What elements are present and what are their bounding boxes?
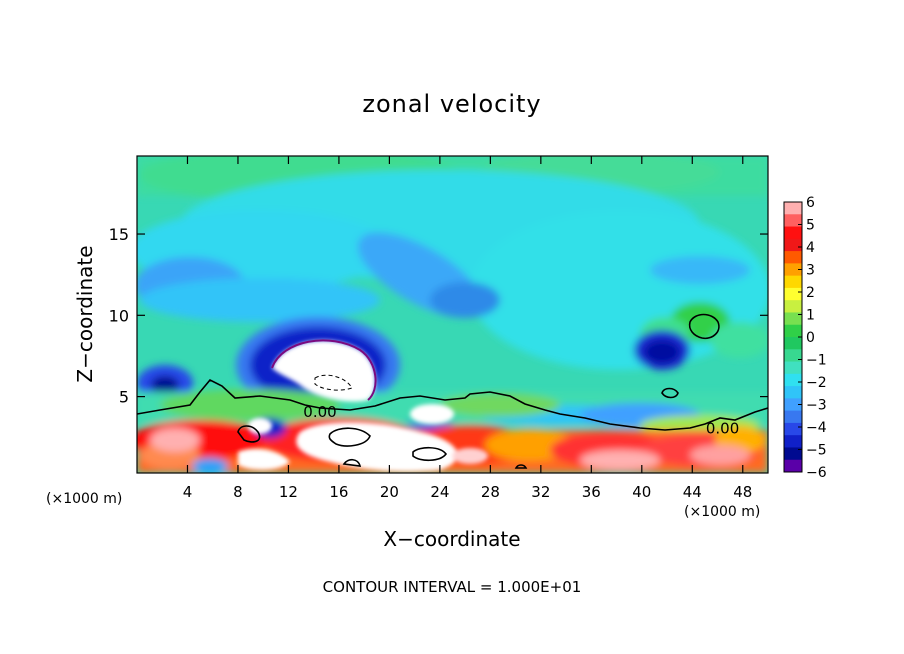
z-scale-note: (×1000 m) [684, 504, 760, 520]
colorbar-swatch [784, 275, 802, 289]
colorbar-swatch [784, 459, 802, 473]
colorbar-tick-label: −5 [806, 443, 827, 459]
contour-interval-note: CONTOUR INTERVAL = 1.000E+01 [323, 578, 582, 596]
colorbar-swatch [784, 300, 802, 313]
colorbar-tick-label: 2 [806, 285, 815, 301]
colorbar-swatch [784, 214, 802, 228]
colorbar-swatch [784, 386, 802, 399]
colorbar-swatch [784, 202, 802, 215]
colorbar-swatch [784, 422, 802, 436]
y-axis-title: Z−coordinate [73, 245, 97, 382]
x-tick-label: 20 [380, 483, 399, 501]
colorbar-swatch [784, 447, 802, 461]
x-tick-label: 36 [582, 483, 601, 501]
x-axis-title: X−coordinate [383, 527, 520, 551]
colorbar-swatch [784, 226, 802, 240]
colorbar-swatch [784, 349, 802, 363]
colorbar-swatch [784, 373, 802, 387]
x-tick-label: 12 [279, 483, 298, 501]
colorbar-swatch [784, 251, 802, 264]
x-axis: 4 8 12 16 20 24 28 32 36 40 44 48 [183, 156, 752, 501]
colorbar-tick-label: −3 [806, 398, 827, 414]
colorbar-swatch [784, 398, 802, 412]
x-tick-label: 8 [233, 483, 243, 501]
x-tick-label: 24 [430, 483, 449, 501]
colorbar-swatch [784, 287, 802, 301]
colorbar: 6 5 4 3 2 1 0 −1 −2 −3 −4 −5 −6 [783, 195, 827, 481]
y-tick-label: 5 [119, 388, 129, 407]
colorbar-swatch [784, 361, 802, 375]
y-axis: 5 10 15 [109, 225, 768, 407]
contour-label: 0.00 [706, 419, 739, 437]
x-tick-label: 28 [481, 483, 500, 501]
colorbar-swatch [784, 410, 802, 424]
colorbar-tick-label: 5 [806, 218, 815, 234]
colorbar-tick-label: 3 [806, 263, 815, 279]
x-tick-label: 16 [329, 483, 348, 501]
colorbar-tick-label: −1 [806, 353, 827, 369]
colorbar-tick-label: −2 [806, 375, 827, 391]
plot-frame [136, 155, 769, 474]
colorbar-tick-label: −4 [806, 420, 827, 436]
x-tick-label: 48 [733, 483, 752, 501]
colorbar-tick-label: 0 [806, 330, 815, 346]
x-tick-label: 40 [632, 483, 651, 501]
colorbar-tick-label: 4 [806, 240, 815, 256]
colorbar-tick-label: 6 [806, 195, 815, 211]
x-tick-label: 44 [683, 483, 702, 501]
colorbar-swatch [784, 238, 802, 252]
colorbar-tick-label: −6 [806, 465, 827, 481]
colorbar-swatch [784, 263, 802, 277]
y-tick-label: 15 [109, 225, 129, 244]
x-tick-label: 4 [183, 483, 193, 501]
x-tick-label: 32 [531, 483, 550, 501]
contour-label: 0.00 [303, 403, 336, 421]
heatmap-field [137, 156, 768, 473]
chart-title: zonal velocity [362, 90, 541, 118]
y-tick-label: 10 [109, 306, 129, 325]
colorbar-swatch [784, 435, 802, 448]
colorbar-swatch [784, 312, 802, 326]
x-scale-note: (×1000 m) [46, 491, 122, 507]
colorbar-swatch [784, 324, 802, 338]
colorbar-tick-label: 1 [806, 308, 815, 324]
colorbar-swatch [784, 337, 802, 350]
